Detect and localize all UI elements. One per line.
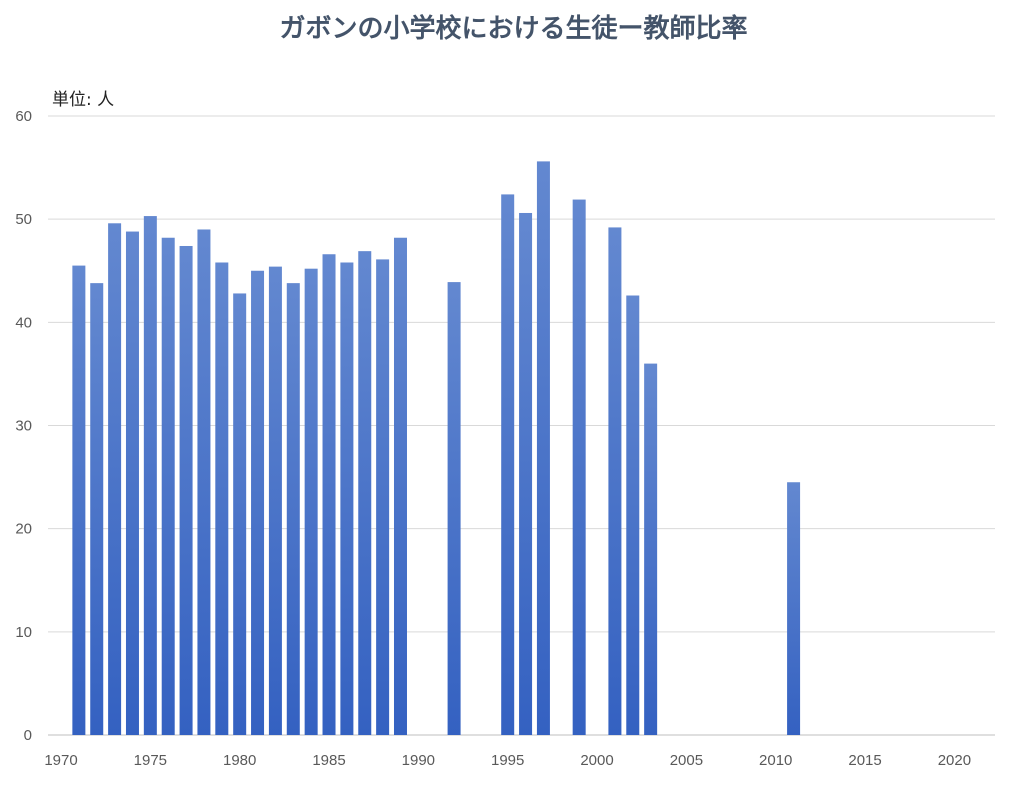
y-tick-label: 30 bbox=[15, 418, 32, 435]
x-tick-label: 1995 bbox=[491, 752, 524, 769]
bar-1972 bbox=[90, 283, 104, 735]
bar-1989 bbox=[393, 237, 407, 735]
x-axis-ticks: 1970 1975 1980 1985 1990 1995 2000 2005 2010 2015… bbox=[44, 752, 971, 769]
x-tick-label: 1970 bbox=[44, 752, 77, 769]
bar-1984 bbox=[304, 268, 318, 735]
bar-1983 bbox=[286, 283, 300, 735]
y-tick-label: 60 bbox=[15, 108, 32, 125]
x-tick-label: 1985 bbox=[312, 752, 345, 769]
x-tick-label: 2000 bbox=[580, 752, 613, 769]
bar-1992 bbox=[447, 282, 461, 735]
bar-1977 bbox=[179, 245, 193, 736]
bar-1975 bbox=[143, 216, 157, 736]
bar-1979 bbox=[215, 262, 229, 735]
x-tick-label: 2010 bbox=[759, 752, 792, 769]
x-tick-label: 1990 bbox=[402, 752, 435, 769]
bar-1987 bbox=[358, 251, 372, 736]
x-tick-label: 2005 bbox=[670, 752, 703, 769]
bar-1996 bbox=[519, 212, 533, 735]
bar-1995 bbox=[501, 194, 515, 735]
bar-1985 bbox=[322, 254, 336, 735]
bar-1976 bbox=[161, 237, 175, 735]
bar-1999 bbox=[572, 199, 586, 735]
bar-2011 bbox=[787, 482, 801, 735]
bar-1974 bbox=[125, 231, 139, 735]
unit-label: 単位: 人 bbox=[52, 90, 115, 110]
bar-1971 bbox=[72, 265, 86, 735]
y-axis-ticks: 0 10 20 30 40 50 60 bbox=[15, 108, 32, 744]
bar-2002 bbox=[626, 295, 640, 735]
x-tick-label: 1975 bbox=[134, 752, 167, 769]
bar-1978 bbox=[197, 229, 211, 735]
bar-2003 bbox=[644, 363, 658, 735]
x-tick-label: 2020 bbox=[938, 752, 971, 769]
bar-1988 bbox=[376, 259, 390, 735]
bar-1981 bbox=[251, 270, 265, 735]
bar-1973 bbox=[108, 223, 122, 735]
bar-1982 bbox=[268, 266, 282, 735]
chart-title: ガボンの小学校における生徒ー教師比率 bbox=[279, 14, 748, 44]
y-tick-label: 10 bbox=[15, 624, 32, 641]
x-tick-label: 1980 bbox=[223, 752, 256, 769]
x-tick-label: 2015 bbox=[848, 752, 881, 769]
bar-2001 bbox=[608, 227, 622, 736]
y-tick-label: 40 bbox=[15, 314, 32, 331]
bar-1986 bbox=[340, 262, 354, 735]
bars bbox=[72, 161, 801, 736]
y-tick-label: 20 bbox=[15, 521, 32, 538]
bar-1980 bbox=[233, 293, 247, 735]
y-tick-label: 0 bbox=[24, 727, 32, 744]
bar-1997 bbox=[536, 161, 550, 736]
y-tick-label: 50 bbox=[15, 211, 32, 228]
